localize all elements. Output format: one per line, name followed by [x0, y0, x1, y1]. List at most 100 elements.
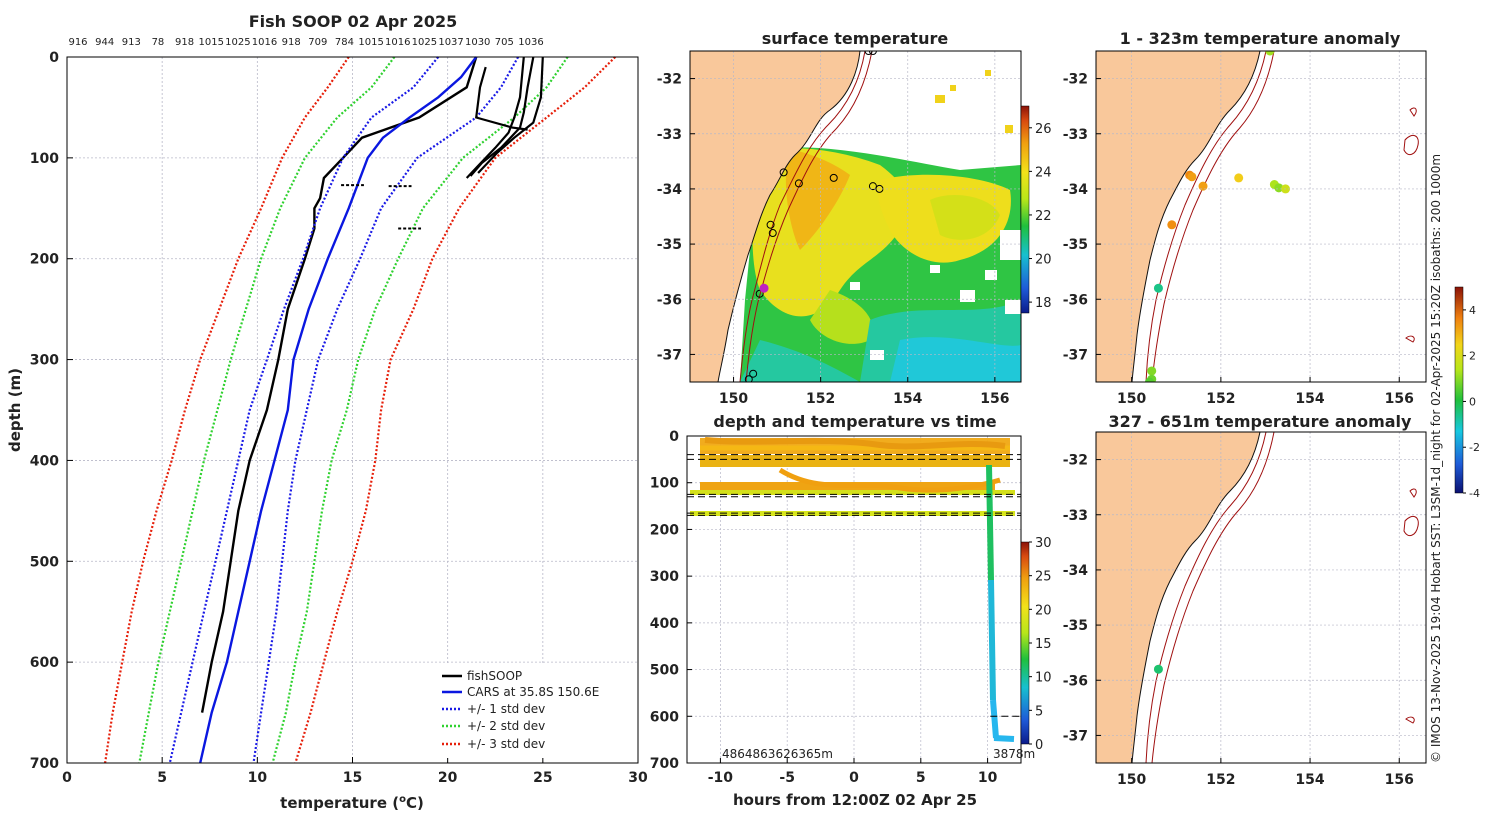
anomaly-upper-point: [1198, 181, 1208, 191]
anom1-ytick-label: -32: [1063, 72, 1088, 88]
profile-line-5: [271, 56, 569, 764]
legend-label-std2: +/- 2 std dev: [467, 719, 545, 733]
profile-xlabel: temperature (oC): [280, 794, 424, 812]
profile-line-0: [200, 56, 478, 713]
anom2-ytick-label: -32: [1063, 453, 1088, 469]
anomaly-lower-isobath-200: [1145, 432, 1267, 763]
profile-ytick-label: 0: [49, 50, 59, 66]
time-ytick-label: 700: [650, 756, 679, 772]
time-colorbar-tick-label: 0: [1035, 738, 1043, 753]
legend-label-std1: +/- 1 std dev: [467, 702, 545, 716]
anomaly-upper-point: [1187, 172, 1197, 182]
profile-panel: Fish SOOP 02 Apr 2025 916 944 913 78 918 1015…: [6, 12, 648, 812]
sst-station-marker: [755, 289, 764, 298]
track-125m: [690, 490, 1015, 495]
sst-station-marker: [766, 220, 775, 229]
profile-xtick-label: 20: [438, 770, 458, 786]
sst-ytick-label: -33: [657, 127, 682, 143]
sst-isobath-200: [739, 51, 866, 382]
anomaly-lower-point: [1153, 664, 1163, 674]
profile-station-id: 1036: [518, 37, 543, 48]
cast-upper: [986, 464, 994, 581]
profile-xtick-label: 30: [628, 770, 648, 786]
sst-field: [690, 51, 1021, 382]
profile-ylabel: depth (m): [6, 368, 24, 452]
anom1-ytick-label: -37: [1063, 347, 1088, 363]
sst-grid: [690, 51, 1021, 382]
profile-ytick-label: 700: [30, 756, 59, 772]
sst-station-marker: [829, 173, 838, 182]
time-reference-depths: [687, 454, 1021, 717]
profile-ytick-label: 500: [30, 554, 59, 570]
time-xlabel: hours from 12:00Z 02 Apr 25: [733, 791, 977, 809]
anomaly-lower-grid: [1096, 432, 1426, 763]
time-xtick-label: 10: [978, 770, 998, 786]
track-line-2: [778, 467, 1001, 493]
anomaly-colorbar-ticks: -4 -2 0 2 4: [1463, 304, 1480, 500]
time-colorbar-tick-label: 30: [1035, 536, 1052, 551]
profile-xtick-label: 10: [248, 770, 268, 786]
cast-middle: [988, 579, 996, 701]
profile-station-id: 1037: [438, 37, 463, 48]
time-colorbar-tick-label: 5: [1035, 704, 1043, 719]
time-colorbar-tick-label: 15: [1035, 637, 1052, 652]
sst-xtick-label: 150: [719, 391, 748, 407]
anomaly-upper-point: [1147, 366, 1157, 376]
profile-station-id: 1016: [252, 37, 277, 48]
anomaly-upper-axes-box: [1095, 50, 1427, 383]
profile-line-3: [252, 56, 520, 764]
profile-xtick-label: 0: [62, 770, 72, 786]
profile-station-id: 705: [495, 37, 514, 48]
profile-station-id: 78: [152, 37, 165, 48]
legend-label-fish: fishSOOP: [467, 669, 522, 683]
anom2-xtick-label: 150: [1117, 772, 1146, 788]
time-bottom-right-labels: 3878m: [993, 747, 1035, 761]
anomaly-colorbar-tick-label: 2: [1469, 350, 1476, 363]
sst-ytick-label: -36: [657, 292, 682, 308]
time-panel: depth and temperature vs time -10 -5 0 5 100…: [650, 412, 1052, 809]
anomaly-colorbar-tick-label: -4: [1469, 487, 1480, 500]
anom1-ytick-label: -34: [1063, 182, 1089, 198]
sst-patch-lime: [810, 290, 873, 344]
legend-label-std3: +/- 3 std dev: [467, 737, 545, 751]
time-colorbar: [1020, 541, 1030, 745]
sst-station-marker: [744, 375, 753, 382]
anom2-ytick-label: -37: [1063, 728, 1088, 744]
profile-station-id: 918: [282, 37, 301, 48]
time-ytick-label: 200: [650, 522, 679, 538]
sst-station-marker: [868, 182, 877, 191]
time-colorbar-tick-label: 10: [1035, 671, 1052, 686]
anomaly-upper-ticks: 150 152 154 156 -37 -36 -35 -34 -33 -32: [1063, 72, 1414, 407]
anomaly-lower-points: [1153, 664, 1163, 674]
profile-ytick-label: 400: [30, 453, 59, 469]
legend-box: [437, 664, 633, 758]
sst-colorbar: [1020, 105, 1030, 314]
sst-xtick-label: 154: [893, 391, 922, 407]
sst-panel: surface temperature: [657, 29, 1052, 407]
sst-colorbar-ticks: 18 20 22 24 26: [1029, 122, 1052, 311]
anom1-xtick-label: 152: [1206, 391, 1235, 407]
anom2-ytick-label: -34: [1063, 563, 1089, 579]
time-ytick-label: 300: [650, 569, 679, 585]
profile-station-id: 1025: [412, 37, 437, 48]
profile-ytick-label: 600: [30, 655, 59, 671]
profile-station-id: 1015: [358, 37, 383, 48]
anomaly-lower-seamounts: [1403, 488, 1419, 724]
anomaly-upper-points: [1145, 51, 1291, 382]
anomaly-upper-title: 1 - 323m temperature anomaly: [1120, 29, 1401, 48]
anom2-xtick-label: 156: [1385, 772, 1414, 788]
profile-fish-cast-3: [474, 66, 528, 131]
sst-colorbar-tick-label: 24: [1035, 165, 1052, 180]
cast-lower: [990, 699, 999, 739]
sst-station-marker: [768, 229, 777, 238]
anomaly-lower-map: [1096, 432, 1426, 763]
time-colorbar-ticks: 0 5 10 15 20 25 30: [1029, 536, 1052, 753]
profile-station-id: 913: [122, 37, 141, 48]
profile-station-id: 916: [68, 37, 87, 48]
time-ytick-label: 400: [650, 616, 679, 632]
anomaly-upper-point: [1167, 220, 1177, 230]
sst-scatter-pixels: [935, 70, 1013, 133]
time-ytick-label: 500: [650, 663, 679, 679]
anomaly-upper-seamounts: [1403, 107, 1419, 343]
